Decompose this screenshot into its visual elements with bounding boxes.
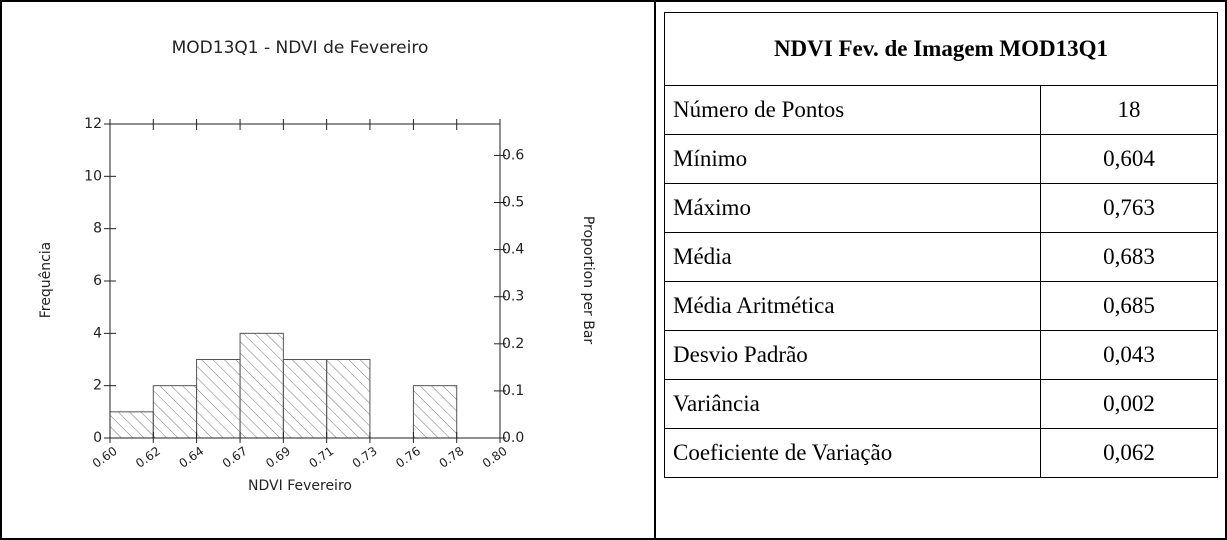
table-row: Variância 0,002 [664,379,1218,429]
table-row: Média 0,683 [664,232,1218,282]
x-tick-label: 0.60 [90,444,120,471]
x-tick-label: 0.69 [263,444,293,471]
y-tick-label: 2 [93,378,102,394]
stat-value: 0,043 [1040,330,1218,380]
stat-name: Mínimo [664,134,1041,184]
bar [152,385,198,439]
stat-value: 0,002 [1040,379,1218,429]
table-row: Máximo 0,763 [664,183,1218,233]
stat-name: Média [664,232,1041,282]
bar [412,385,458,439]
x-tick-label: 0.80 [480,444,510,471]
bar [326,359,371,439]
y-tick-label: 6 [93,273,102,289]
x-axis-label: NDVI Fevereiro [248,478,352,494]
y2-tick-label: 0.1 [502,383,524,399]
y-axis-label: Frequência [38,242,54,319]
x-tick-label: 0.76 [393,444,423,471]
stat-name: Desvio Padrão [664,330,1041,380]
table-row: Desvio Padrão 0,043 [664,330,1218,380]
stat-name: Máximo [664,183,1041,233]
x-tick-label: 0.67 [220,444,250,471]
stat-value: 0,604 [1040,134,1218,184]
x-tick-label: 0.62 [133,444,163,471]
y-tick-label: 8 [93,221,102,237]
stat-value: 18 [1040,85,1218,135]
y2-tick-label: 0.0 [502,430,524,446]
stat-value: 0,062 [1040,428,1218,478]
stat-name: Coeficiente de Variação [664,428,1041,478]
stat-value: 0,763 [1040,183,1218,233]
y-tick-label: 0 [93,430,102,446]
stat-value: 0,683 [1040,232,1218,282]
table-row: Mínimo 0,604 [664,134,1218,184]
table-row: Coeficiente de Variação 0,062 [664,428,1218,478]
stats-table: NDVI Fev. de Imagem MOD13Q1 Número de Po… [664,12,1218,478]
bar [196,359,241,439]
y-tick-label: 4 [93,325,102,341]
y2-tick-label: 0.3 [502,289,524,305]
stat-name: Variância [664,379,1041,429]
table-row: Número de Pontos 18 [664,85,1218,135]
bar [239,332,284,439]
x-tick-label: 0.71 [306,444,336,471]
stat-value: 0,685 [1040,281,1218,331]
chart-title: MOD13Q1 - NDVI de Fevereiro [172,38,429,58]
y2-axis-label: Proportion per Bar [580,216,596,345]
x-tick-label: 0.64 [176,444,206,471]
table-row: Média Aritmética 0,685 [664,281,1218,331]
x-tick-label: 0.78 [437,444,467,471]
table-title: NDVI Fev. de Imagem MOD13Q1 [664,12,1218,86]
y2-tick-label: 0.2 [502,336,524,352]
y2-tick-label: 0.6 [502,147,524,163]
stat-name: Média Aritmética [664,281,1041,331]
bar [109,411,154,439]
y2-tick-label: 0.4 [502,242,524,258]
y-tick-label: 10 [84,168,102,184]
stat-name: Número de Pontos [664,85,1041,135]
bar [282,359,328,439]
y2-tick-label: 0.5 [502,195,524,211]
x-tick-label: 0.73 [350,444,380,471]
y-tick-label: 12 [84,116,102,132]
